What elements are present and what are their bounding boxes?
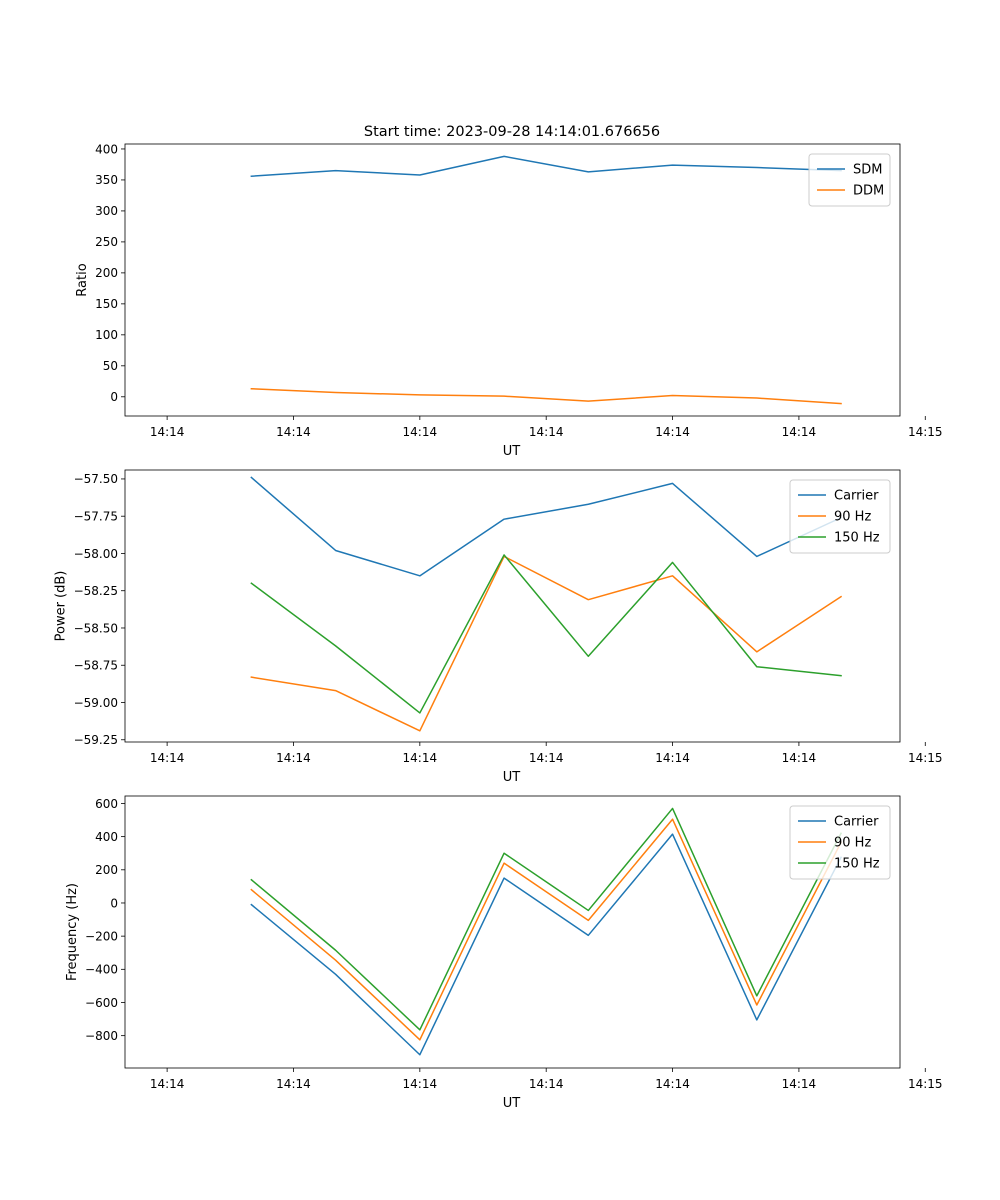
legend-label: 90 Hz	[834, 510, 871, 525]
y-tick-label: 0	[110, 390, 118, 404]
legend-label: 150 Hz	[834, 857, 880, 872]
x-tick-label: 14:14	[655, 425, 690, 439]
x-tick-label: 14:14	[655, 751, 690, 765]
legend-box	[808, 153, 891, 207]
series-line-ddm	[250, 387, 842, 405]
legend-box	[789, 479, 891, 554]
series-line-90-hz	[250, 555, 843, 732]
x-tick-label: 14:15	[908, 425, 943, 439]
series-line-sdm	[250, 155, 842, 178]
legend-box	[789, 805, 891, 880]
y-tick-label: 250	[95, 235, 118, 249]
x-tick-label: 14:14	[150, 751, 185, 765]
legend-label: SDM	[853, 163, 882, 178]
legend-label: DDM	[853, 184, 884, 199]
subplot-1: 14:14 14:14 14:14 14:14 14:14 14:14 14:15 0 50 10…	[75, 142, 942, 459]
x-tick-label: 14:14	[782, 1077, 817, 1091]
x-tick-label: 14:15	[908, 1077, 943, 1091]
axes-frame	[124, 143, 901, 417]
y-tick-label: −58.25	[74, 584, 118, 598]
x-tick-label: 14:14	[529, 1077, 564, 1091]
series-line-150-hz	[250, 554, 842, 714]
x-tick-label: 14:14	[782, 751, 817, 765]
y-tick-label: 600	[95, 797, 118, 811]
y-tick-label: 200	[95, 266, 118, 280]
x-tick-label: 14:14	[529, 751, 564, 765]
y-tick-label: −59.25	[74, 733, 118, 747]
x-tick-label: 14:14	[529, 425, 564, 439]
y-tick-label: −57.50	[74, 472, 118, 486]
y-tick-label: 50	[103, 359, 118, 373]
series-line-90-hz	[250, 818, 843, 1041]
y-tick-label: −400	[85, 963, 118, 977]
subplot-3: 14:14 14:14 14:14 14:14 14:14 14:14 14:15 600 40…	[65, 795, 943, 1111]
x-tick-label: 14:14	[403, 1077, 438, 1091]
y-tick-label: −57.75	[74, 510, 118, 524]
y-tick-label: 100	[95, 328, 118, 342]
y-tick-label: 300	[95, 204, 118, 218]
y-axis-label: Power (dB)	[54, 571, 69, 642]
y-tick-label: −200	[85, 929, 118, 943]
x-axis-label: UT	[503, 444, 521, 459]
legend: Carrier 90 Hz 150 Hz	[789, 479, 891, 554]
y-tick-label: −600	[85, 996, 118, 1010]
y-tick-label: −59.00	[74, 696, 118, 710]
x-tick-label: 14:14	[276, 425, 311, 439]
x-tick-label: 14:14	[150, 1077, 185, 1091]
series-line-150-hz	[250, 807, 843, 1031]
x-tick-label: 14:14	[403, 425, 438, 439]
x-axis-label: UT	[503, 1096, 521, 1111]
axes-frame	[124, 469, 901, 743]
x-tick-label: 14:14	[782, 425, 817, 439]
legend-label: Carrier	[834, 489, 879, 504]
figure-title: Start time: 2023-09-28 14:14:01.676656	[364, 124, 660, 140]
y-tick-label: 350	[95, 173, 118, 187]
y-tick-label: 400	[95, 830, 118, 844]
y-tick-label: −58.00	[74, 547, 118, 561]
y-axis-label: Ratio	[75, 263, 90, 296]
y-tick-label: −800	[85, 1029, 118, 1043]
x-axis-label: UT	[503, 770, 521, 785]
x-tick-label: 14:14	[276, 751, 311, 765]
y-tick-label: 400	[95, 142, 118, 156]
series-line-carrier	[250, 476, 843, 577]
x-tick-label: 14:14	[655, 1077, 690, 1091]
subplot-2: 14:14 14:14 14:14 14:14 14:14 14:14 14:15 −57.5…	[54, 469, 943, 785]
y-tick-label: 150	[95, 297, 118, 311]
plots-container: 14:14 14:14 14:14 14:14 14:14 14:14 14:15 0 50 10…	[54, 142, 943, 1111]
y-tick-label: 0	[110, 896, 118, 910]
y-axis-label: Frequency (Hz)	[65, 883, 80, 981]
y-tick-label: −58.75	[74, 659, 118, 673]
legend: SDM DDM	[808, 153, 891, 207]
x-tick-label: 14:14	[403, 751, 438, 765]
y-tick-label: 200	[95, 863, 118, 877]
legend-label: Carrier	[834, 815, 879, 830]
legend-label: 150 Hz	[834, 531, 880, 546]
x-tick-label: 14:14	[276, 1077, 311, 1091]
axes-frame	[124, 795, 901, 1069]
x-tick-label: 14:14	[150, 425, 185, 439]
series-line-carrier	[250, 833, 843, 1056]
y-tick-label: −58.50	[74, 621, 118, 635]
legend-label: 90 Hz	[834, 836, 871, 851]
x-tick-label: 14:15	[908, 751, 943, 765]
legend: Carrier 90 Hz 150 Hz	[789, 805, 891, 880]
